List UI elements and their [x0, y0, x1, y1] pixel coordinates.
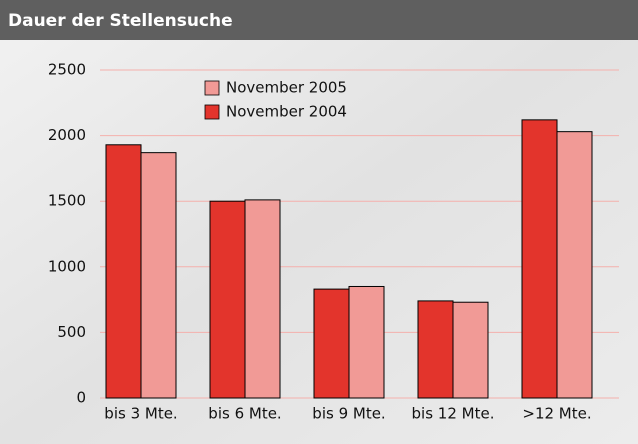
- legend-swatch: [204, 80, 220, 96]
- y-tick-label: 1500: [48, 192, 86, 210]
- bar: [417, 300, 454, 399]
- y-tick-label: 500: [57, 323, 86, 341]
- bar: [244, 199, 281, 399]
- legend-swatch: [204, 104, 220, 120]
- bar: [452, 301, 489, 399]
- y-tick-label: 0: [76, 389, 86, 407]
- bar: [556, 131, 593, 399]
- x-tick-label: bis 3 Mte.: [104, 405, 177, 423]
- bar: [140, 152, 177, 399]
- bar: [209, 200, 246, 399]
- y-tick-label: 2000: [48, 126, 86, 144]
- x-tick-label: >12 Mte.: [522, 405, 591, 423]
- bar: [105, 144, 142, 399]
- x-tick-label: bis 12 Mte.: [412, 405, 495, 423]
- bar: [313, 288, 350, 399]
- x-tick-label: bis 6 Mte.: [208, 405, 281, 423]
- chart-title: Dauer der Stellensuche: [8, 11, 233, 31]
- bar: [521, 119, 558, 399]
- bar: [348, 285, 385, 399]
- x-tick-label: bis 9 Mte.: [312, 405, 385, 423]
- legend-label: November 2004: [226, 103, 347, 121]
- y-tick-label: 1000: [48, 257, 86, 275]
- legend-label: November 2005: [226, 79, 347, 97]
- title-bar: [0, 0, 638, 40]
- y-tick-label: 2500: [48, 61, 86, 79]
